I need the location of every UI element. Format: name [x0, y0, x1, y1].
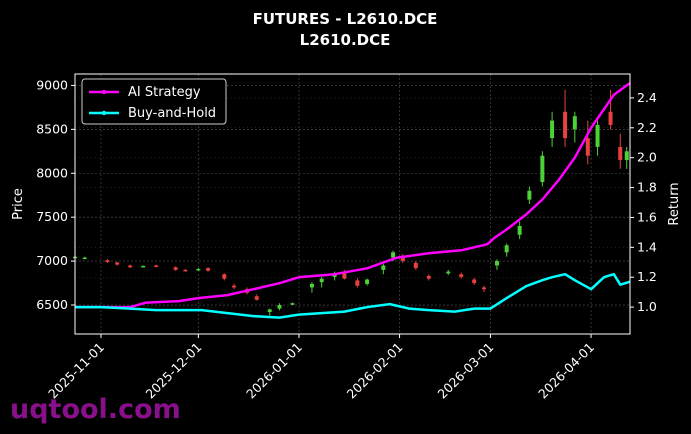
- legend-marker-buy-and-hold: [101, 110, 107, 116]
- price-tick-label: 8500: [36, 121, 68, 136]
- candle-body: [290, 303, 295, 305]
- return-tick-label: 1.2: [637, 269, 657, 284]
- series-line-ai-strategy: [75, 81, 631, 309]
- date-tick-label: 2026-01-01: [243, 340, 305, 402]
- candle-body: [365, 279, 370, 284]
- candle-body: [481, 287, 486, 290]
- legend-label-buy-and-hold: Buy-and-Hold: [128, 106, 216, 121]
- chart-title: FUTURES - L2610.DCE: [253, 10, 438, 28]
- candle-body: [206, 268, 211, 271]
- return-tick-label: 2.4: [637, 90, 657, 105]
- candle-body: [608, 111, 613, 125]
- legend-marker-ai-strategy: [101, 89, 107, 95]
- series-lines: [75, 81, 631, 319]
- y-axis-label-left: Price: [11, 188, 26, 220]
- candle-body: [426, 276, 431, 279]
- return-tick-label: 1.8: [637, 180, 657, 195]
- candle-body: [355, 280, 360, 286]
- price-tick-label: 7000: [36, 253, 68, 268]
- candle-body: [183, 269, 188, 272]
- price-tick-label: 6500: [36, 297, 68, 312]
- return-tick-label: 1.4: [637, 239, 657, 254]
- legend-label-ai-strategy: AI Strategy: [128, 85, 201, 100]
- price-tick-label: 7500: [36, 209, 68, 224]
- watermark: uqtool.com: [10, 394, 181, 425]
- plot-frame: [74, 73, 631, 335]
- candle-body: [381, 265, 386, 270]
- date-tick-label: 2025-11-01: [45, 340, 107, 402]
- candle-body: [413, 262, 418, 269]
- candle-body: [472, 279, 477, 284]
- candle-body: [618, 146, 623, 161]
- candle-body: [540, 155, 545, 183]
- candle-body: [400, 255, 405, 262]
- candle-body: [222, 274, 227, 279]
- candle-body: [494, 261, 499, 266]
- candle-body: [128, 265, 133, 268]
- candle-body: [585, 138, 590, 156]
- candle-body: [527, 190, 532, 200]
- candle-body: [173, 267, 178, 270]
- candle-body: [517, 225, 522, 235]
- candle-body: [82, 257, 87, 260]
- date-tick-label: 2026-03-01: [435, 340, 497, 402]
- price-tick-label: 9000: [36, 77, 68, 92]
- candle-body: [141, 265, 146, 268]
- candle-body: [115, 262, 120, 265]
- candle-body: [154, 265, 159, 267]
- candle-body: [309, 283, 314, 288]
- date-tick-label: 2026-04-01: [535, 340, 597, 402]
- return-tick-label: 2.2: [637, 120, 657, 135]
- chart-subtitle: L2610.DCE: [300, 31, 391, 49]
- candle-body: [595, 124, 600, 147]
- return-tick-label: 2.0: [637, 150, 657, 165]
- candle-body: [319, 278, 324, 283]
- candle-body: [550, 120, 555, 139]
- series-line-buy-and-hold: [75, 272, 631, 319]
- return-tick-label: 1.0: [637, 299, 657, 314]
- candle-body: [267, 309, 272, 313]
- candle-body: [624, 151, 629, 161]
- candle-body: [196, 269, 201, 271]
- candle-body: [105, 260, 110, 262]
- candle-body: [342, 273, 347, 279]
- y-axis-label-right: Return: [667, 182, 682, 225]
- candle-body: [391, 252, 396, 258]
- candle-body: [504, 245, 509, 253]
- price-tick-label: 8000: [36, 165, 68, 180]
- candle-body: [563, 111, 568, 139]
- candle-body: [446, 271, 451, 274]
- candle-body: [254, 296, 259, 300]
- candle-body: [277, 305, 282, 309]
- candle-body: [232, 285, 237, 288]
- legend: AI Strategy Buy-and-Hold: [81, 78, 227, 125]
- date-tick-label: 2026-02-01: [344, 340, 406, 402]
- return-tick-label: 1.6: [637, 209, 657, 224]
- candle-body: [459, 274, 464, 277]
- candle-body: [572, 116, 577, 130]
- date-tick-label: 2025-12-01: [142, 340, 204, 402]
